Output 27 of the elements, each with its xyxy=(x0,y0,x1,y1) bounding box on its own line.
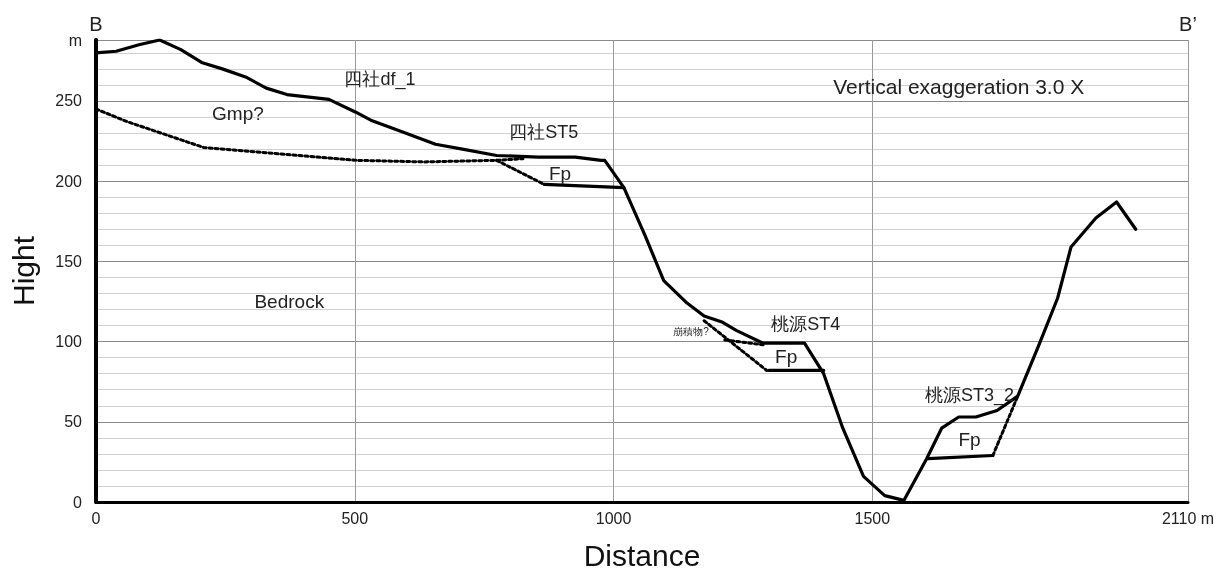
annotation: 四社df_1 xyxy=(344,69,416,91)
y-tick-label: 100 xyxy=(55,333,83,351)
x-axis-title: Distance xyxy=(583,538,701,572)
y-tick-label: 0 xyxy=(73,493,83,511)
annotation: Vertical exaggeration 3.0 X xyxy=(833,74,1085,98)
x-tick-label: 0 xyxy=(91,509,101,527)
annotation: Bedrock xyxy=(254,290,325,312)
text: B’ xyxy=(1179,13,1197,35)
y-axis-title: Hight xyxy=(6,235,40,307)
text: B xyxy=(89,13,103,35)
x-tick-label: 1500 xyxy=(854,509,891,527)
y-tick-label: 250 xyxy=(55,92,83,110)
annotation: Fp xyxy=(775,345,798,367)
y-tick-label: 200 xyxy=(55,172,83,190)
annotation: 桃源ST3_2 xyxy=(925,384,1015,406)
y-tick-label: 50 xyxy=(64,413,83,431)
annotation: Fp xyxy=(549,163,572,185)
x-tick-label: 500 xyxy=(341,509,369,527)
y-tick-label: 150 xyxy=(55,252,83,270)
y-tick-label: m xyxy=(68,31,82,49)
annotation: 四社ST5 xyxy=(509,122,579,143)
x-tick-label: 2110 m xyxy=(1161,509,1215,527)
annotation: Gmp? xyxy=(212,103,264,125)
annotation: 崩積物? xyxy=(673,325,710,337)
annotation: 桃源ST4 xyxy=(771,314,841,335)
x-tick-label: 1000 xyxy=(595,509,632,527)
annotation: Fp xyxy=(958,429,981,451)
